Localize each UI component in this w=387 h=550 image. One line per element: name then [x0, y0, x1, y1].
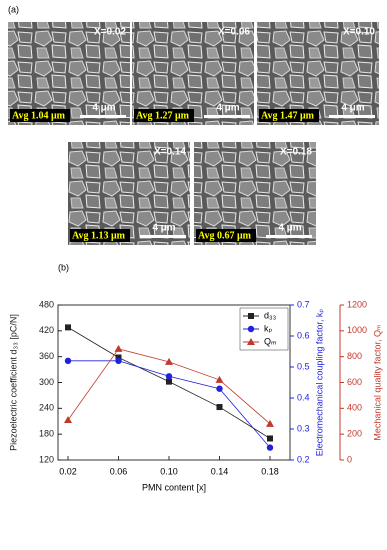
y-axis-title: Piezoelectric coefficient d₃₃ [pC/N]: [8, 314, 18, 451]
grain-size-label: Avg 1.27 μm: [136, 110, 190, 121]
y3-tick-label: 1200: [347, 299, 367, 309]
sem-image: [132, 22, 254, 125]
marker: [216, 385, 223, 392]
grain-size-box: [259, 109, 319, 122]
y3-tick-label: 200: [347, 429, 362, 439]
y-tick-label: 120: [39, 454, 54, 464]
scale-bar: [204, 115, 250, 118]
grain-size-box: [70, 229, 130, 242]
scale-bar-label: 4 μm: [92, 103, 115, 114]
y-tick-label: 240: [39, 403, 54, 413]
y2-axis-title: Electromechanical coupling factor, kₚ: [314, 309, 324, 457]
grain-size-box: [196, 229, 256, 242]
scale-bar: [329, 115, 375, 118]
marker: [266, 419, 274, 427]
y2-tick-label: 0.7: [297, 299, 310, 309]
composition-label: X=0.10: [343, 27, 375, 38]
grain-size-label: Avg 1.13 μm: [72, 230, 126, 241]
y2-tick-label: 0.6: [297, 330, 310, 340]
y-tick-label: 420: [39, 325, 54, 335]
grain-size-box: [10, 109, 70, 122]
y-tick-label: 180: [39, 429, 54, 439]
scale-bar: [266, 235, 312, 238]
sem-image: [68, 142, 190, 245]
marker: [266, 444, 274, 451]
x-tick-label: 0.10: [160, 466, 178, 476]
marker: [215, 375, 224, 383]
panel-label: (a): [8, 4, 19, 14]
marker: [165, 373, 173, 380]
y2-tick-label: 0.4: [297, 392, 310, 402]
x-tick-label: 0.14: [211, 466, 229, 476]
scale-bar-label: 4 μm: [216, 103, 239, 114]
legend-label: d₃₃: [264, 310, 277, 320]
composition-label: X=0.02: [94, 27, 126, 38]
y-tick-label: 480: [39, 299, 54, 309]
legend-marker: [248, 313, 254, 319]
legend-label: kₚ: [264, 323, 273, 333]
scale-bar: [80, 115, 126, 118]
panel-label: (b): [58, 262, 69, 272]
y3-tick-label: 600: [347, 377, 362, 387]
grain-size-label: Avg 0.67 μm: [198, 230, 252, 241]
marker: [64, 415, 72, 423]
grain-size-label: Avg 1.47 μm: [261, 110, 315, 121]
x-tick-label: 0.02: [59, 466, 77, 476]
x-tick-label: 0.18: [261, 466, 279, 476]
marker: [64, 357, 72, 364]
scale-bar: [140, 235, 186, 238]
y3-tick-label: 400: [347, 403, 362, 413]
grain-size-box: [134, 109, 194, 122]
marker: [115, 357, 122, 364]
y2-tick-label: 0.3: [297, 423, 310, 433]
y-tick-label: 360: [39, 351, 54, 361]
legend-marker: [247, 325, 255, 333]
scale-bar-label: 4 μm: [152, 223, 175, 234]
marker: [114, 344, 123, 352]
marker: [115, 354, 122, 361]
y3-tick-label: 1000: [347, 325, 367, 335]
x-tick-label: 0.06: [110, 466, 128, 476]
x-axis-title: PMN content [x]: [142, 482, 206, 492]
marker: [165, 357, 173, 365]
scale-bar-label: 4 μm: [278, 223, 301, 234]
composition-label: X=0.18: [280, 147, 312, 158]
y3-tick-label: 800: [347, 351, 362, 361]
sem-image: [8, 22, 130, 125]
y2-tick-label: 0.5: [297, 361, 310, 371]
marker: [65, 324, 71, 331]
marker: [267, 435, 273, 442]
grain-size-label: Avg 1.04 μm: [12, 110, 66, 121]
y3-tick-label: 0: [347, 454, 352, 464]
y-tick-label: 300: [39, 377, 54, 387]
legend-marker: [247, 338, 255, 345]
y2-tick-label: 0.2: [297, 454, 310, 464]
legend-label: Qₘ: [264, 336, 277, 346]
marker: [166, 378, 172, 385]
sem-image: [257, 22, 379, 125]
composition-label: X=0.14: [154, 147, 186, 158]
scale-bar-label: 4 μm: [341, 103, 364, 114]
sem-image: [194, 142, 316, 245]
y3-axis-title: Mechanical quality factor, Qₘ: [372, 324, 382, 441]
composition-label: X=0.06: [218, 27, 250, 38]
marker: [216, 404, 223, 411]
